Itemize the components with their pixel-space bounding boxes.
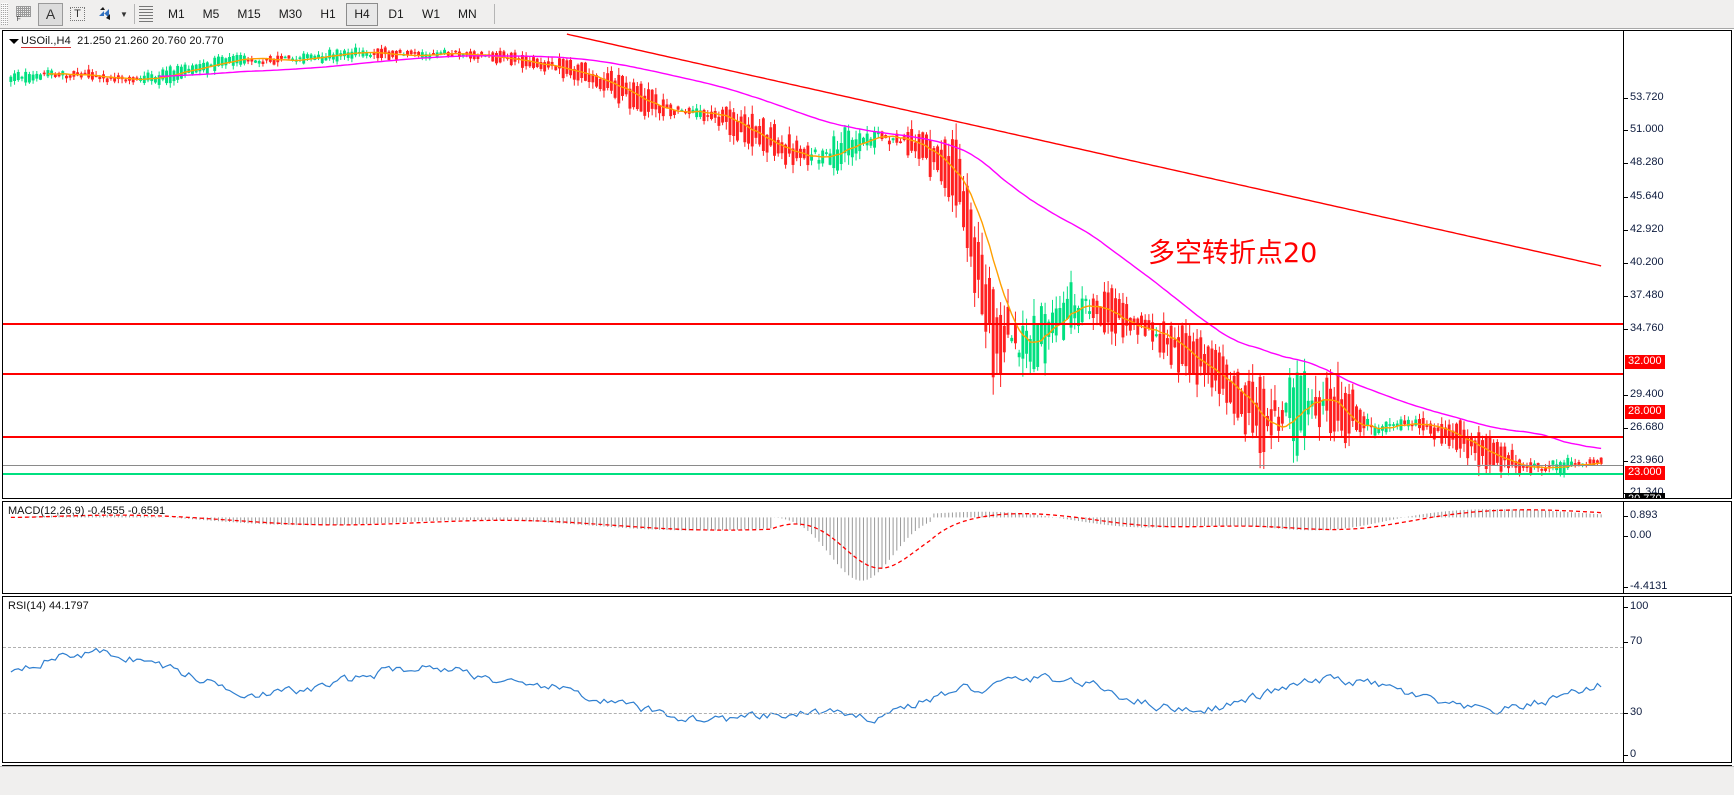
price-axis-level-chip: 32.000 — [1625, 355, 1665, 369]
rsi-level-line — [3, 712, 1623, 714]
rsi-axis-label: 0 — [1630, 748, 1637, 760]
rsi-axis-tick — [1624, 755, 1628, 756]
macd-axis-tick — [1624, 587, 1628, 588]
chart-area[interactable]: 多空转折点20 USOil.,H4 21.250 21.260 20.760 2… — [0, 29, 1734, 795]
price-candles — [9, 33, 1603, 478]
price-axis-level-chip: 23.000 — [1625, 466, 1665, 480]
price-level-line — [3, 464, 1623, 466]
price-axis-level-chip: 28.000 — [1625, 405, 1665, 419]
price-axis-label: 21.340 — [1630, 486, 1664, 498]
price-axis-tick — [1624, 98, 1628, 99]
macd-histogram — [10, 509, 1602, 581]
rsi-level-line — [3, 646, 1623, 648]
price-axis-tick — [1624, 395, 1628, 396]
timeframe-button-m5[interactable]: M5 — [202, 7, 220, 21]
price-axis-tick — [1624, 428, 1628, 429]
timeframe-grip-handle[interactable] — [139, 6, 153, 22]
price-axis-label: 53.720 — [1630, 91, 1664, 103]
symbol-ohlc: 21.250 21.260 20.760 20.770 — [77, 35, 224, 47]
macd-plot[interactable] — [3, 502, 1623, 593]
price-axis-label: 26.680 — [1630, 421, 1664, 433]
timeframe-button-w1[interactable]: W1 — [422, 7, 441, 21]
price-pane[interactable]: 多空转折点20 USOil.,H4 21.250 21.260 20.760 2… — [2, 30, 1732, 499]
price-axis-tick — [1624, 461, 1628, 462]
timeframe-button-m30[interactable]: M30 — [278, 7, 303, 21]
macd-axis-label: 0.00 — [1630, 529, 1652, 541]
price-axis-tick — [1624, 197, 1628, 198]
price-axis-tick — [1624, 130, 1628, 131]
toolbar-separator-1 — [134, 4, 135, 24]
objects-dropdown-arrow-icon[interactable]: ▼ — [120, 9, 128, 19]
timeframe-button-h4[interactable]: H4 — [346, 2, 379, 26]
macd-axis-label: 0.893 — [1630, 509, 1658, 521]
toolbar-grip-handle[interactable] — [1, 3, 8, 25]
timeframe-button-group: M1 M5 M15 M30 H1 H4 D1 W1 MN — [159, 2, 486, 26]
timeframe-button-mn[interactable]: MN — [458, 7, 477, 21]
price-axis-tick — [1624, 163, 1628, 164]
macd-axis-label: -4.4131 — [1630, 580, 1668, 592]
macd-pane[interactable]: MACD(12,26,9) -0.4555 -0.6591 0.893 0.00 -… — [2, 501, 1732, 594]
symbol-header: USOil.,H4 21.250 21.260 20.760 20.770 — [9, 35, 224, 48]
chart-annotation-text: 多空转折点20 — [1148, 238, 1318, 269]
price-axis-label: 23.960 — [1630, 454, 1664, 466]
price-axis-label: 42.920 — [1630, 223, 1664, 235]
price-plot[interactable]: 多空转折点20 — [3, 31, 1623, 498]
timeframe-button-d1[interactable]: D1 — [388, 7, 404, 21]
price-axis[interactable]: 53.720 51.000 48.280 45.640 42.920 40.200 37.4… — [1623, 31, 1731, 498]
rsi-axis-label: 70 — [1630, 635, 1643, 647]
objects-arrows-icon[interactable] — [92, 3, 117, 26]
rsi-axis[interactable]: 100 70 30 0 — [1623, 597, 1731, 762]
price-axis-label: 45.640 — [1630, 190, 1664, 202]
text-box-t-icon[interactable]: T — [65, 3, 90, 26]
macd-title: MACD(12,26,9) -0.4555 -0.6591 — [8, 505, 166, 517]
rsi-axis-label: 100 — [1630, 600, 1649, 612]
price-axis-label: 29.400 — [1630, 388, 1664, 400]
crosshair-f-icon[interactable]: F — [11, 3, 36, 26]
price-level-line — [3, 435, 1623, 438]
price-axis-label: 40.200 — [1630, 256, 1664, 268]
rsi-axis-tick — [1624, 607, 1628, 608]
macd-axis-tick — [1624, 536, 1628, 537]
price-axis-label: 51.000 — [1630, 123, 1664, 135]
price-axis-label: 37.480 — [1630, 289, 1664, 301]
price-axis-tick — [1624, 230, 1628, 231]
price-axis-level-chip: 20.770 — [1625, 493, 1665, 498]
rsi-axis-label: 30 — [1630, 706, 1643, 718]
timeframe-button-m1[interactable]: M1 — [168, 7, 185, 21]
timeframe-button-m15[interactable]: M15 — [237, 7, 261, 21]
price-axis-tick — [1624, 263, 1628, 264]
price-axis-tick — [1624, 296, 1628, 297]
rsi-plot[interactable] — [3, 597, 1623, 762]
symbol-dropdown-triangle-icon[interactable] — [9, 38, 19, 44]
rsi-axis-tick — [1624, 713, 1628, 714]
rsi-title: RSI(14) 44.1797 — [8, 600, 89, 612]
price-level-line — [3, 473, 1623, 476]
rsi-axis-tick — [1624, 642, 1628, 643]
price-axis-tick — [1624, 329, 1628, 330]
macd-axis[interactable]: 0.893 0.00 -4.4131 — [1623, 502, 1731, 593]
rsi-line — [10, 647, 1602, 724]
price-axis-label: 48.280 — [1630, 156, 1664, 168]
main-toolbar: F A T ▼ M1 M5 M15 M30 H1 H4 D1 W1 MN — [0, 0, 1734, 29]
rsi-pane[interactable]: RSI(14) 44.1797 100 70 30 0 — [2, 596, 1732, 763]
toolbar-separator-2 — [493, 4, 495, 24]
horizontal-scrollbar[interactable] — [0, 766, 1734, 795]
macd-axis-tick — [1624, 516, 1628, 517]
price-axis-label: 34.760 — [1630, 322, 1664, 334]
symbol-name: USOil.,H4 — [21, 35, 71, 48]
timeframe-button-h1[interactable]: H1 — [320, 7, 336, 21]
price-level-line — [3, 323, 1623, 326]
price-level-line — [3, 373, 1623, 376]
text-label-a-icon[interactable]: A — [38, 2, 63, 26]
